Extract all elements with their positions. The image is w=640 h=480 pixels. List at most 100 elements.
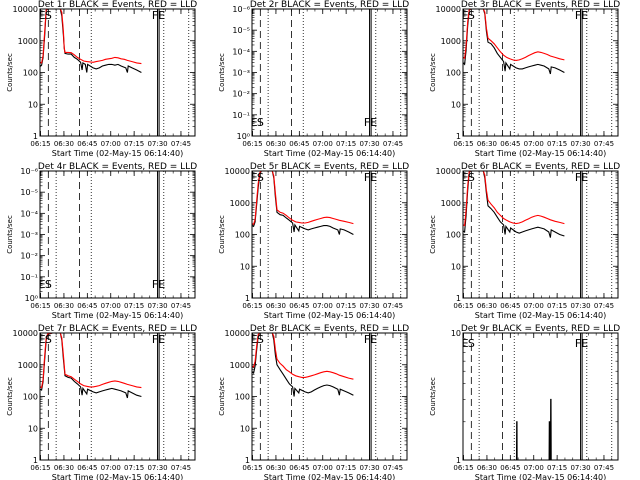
x-tick-label: 06:15 bbox=[453, 140, 473, 148]
x-tick-label: 06:15 bbox=[242, 302, 262, 310]
x-tick-label: 06:30 bbox=[54, 302, 74, 310]
chart-title: Det 8r BLACK = Events, RED = LLD bbox=[250, 324, 409, 334]
marker-label-s: S bbox=[468, 337, 475, 350]
y-tick-label: 1 bbox=[456, 456, 461, 465]
y-tick-label: 100 bbox=[235, 231, 250, 240]
marker-label-fe: FE bbox=[364, 333, 377, 346]
chart-title: Det 9r BLACK = Events, RED = LLD bbox=[461, 324, 620, 334]
x-tick-label: 07:00 bbox=[313, 464, 333, 472]
y-tick-label: 100 bbox=[23, 393, 38, 402]
marker-label-fe: FE bbox=[152, 333, 165, 346]
x-tick-label: 06:15 bbox=[30, 302, 50, 310]
x-tick-label: 06:30 bbox=[477, 464, 497, 472]
data-series-line bbox=[462, 170, 565, 227]
marker-label-e: E bbox=[39, 9, 46, 22]
marker-label-s: S bbox=[45, 333, 52, 346]
y-tick-label: 10⁻⁶ bbox=[232, 5, 250, 14]
x-tick-label: 07:00 bbox=[524, 464, 544, 472]
y-tick-label: 10⁻³ bbox=[232, 69, 250, 78]
y-tick-label: 10000 bbox=[13, 5, 38, 14]
x-tick-label: 06:45 bbox=[500, 302, 520, 310]
x-tick-label: 07:15 bbox=[124, 464, 144, 472]
plot-frame bbox=[251, 8, 408, 137]
data-series-line bbox=[462, 170, 565, 238]
y-tick-label: 1 bbox=[245, 456, 250, 465]
x-tick-label: 06:15 bbox=[30, 140, 50, 148]
x-tick-label: 07:30 bbox=[147, 140, 167, 148]
x-tick-label: 07:30 bbox=[359, 464, 379, 472]
y-tick-label: 10⁰ bbox=[25, 294, 38, 303]
x-tick-label: 07:45 bbox=[383, 464, 403, 472]
plot-frame bbox=[39, 170, 196, 299]
x-tick-label: 07:15 bbox=[547, 140, 567, 148]
x-tick-label: 07:30 bbox=[570, 140, 590, 148]
x-axis-label: Start Time (02-May-15 06:14:40) bbox=[52, 473, 183, 480]
chart-panel-4: Det 4r BLACK = Events, RED = LLD Counts/s… bbox=[6, 162, 197, 320]
chart-title: Det 3r BLACK = Events, RED = LLD bbox=[461, 0, 620, 10]
x-tick-label: 07:00 bbox=[524, 140, 544, 148]
x-tick-label: 07:30 bbox=[147, 464, 167, 472]
y-axis-label: Counts/sec bbox=[429, 377, 437, 416]
x-tick-label: 06:15 bbox=[453, 464, 473, 472]
y-tick-label: 10 bbox=[28, 424, 38, 433]
y-axis-label: Counts/sec bbox=[429, 215, 437, 254]
y-tick-label: 1000 bbox=[441, 37, 461, 46]
y-tick-label: 10⁻³ bbox=[20, 231, 38, 240]
y-tick-label: 1 bbox=[456, 132, 461, 141]
plot-frame bbox=[462, 8, 619, 137]
x-tick-label: 06:30 bbox=[477, 302, 497, 310]
marker-label-fe: FE bbox=[575, 337, 588, 350]
data-series-line bbox=[251, 332, 354, 397]
data-series-line bbox=[463, 398, 565, 461]
y-axis-label: Counts/sec bbox=[429, 53, 437, 92]
x-tick-label: 06:30 bbox=[54, 140, 74, 148]
x-tick-label: 07:15 bbox=[336, 464, 356, 472]
marker-label-fe: FE bbox=[364, 171, 377, 184]
y-tick-label: 100 bbox=[446, 231, 461, 240]
y-tick-label: 1000 bbox=[230, 361, 250, 370]
data-series-line bbox=[462, 8, 565, 75]
x-tick-label: 07:45 bbox=[594, 140, 614, 148]
x-tick-label: 06:15 bbox=[242, 464, 262, 472]
y-tick-label: 10 bbox=[451, 262, 461, 271]
x-axis-label: Start Time (02-May-15 06:14:40) bbox=[52, 311, 183, 320]
marker-label-e: E bbox=[251, 171, 258, 184]
marker-label-fe: FE bbox=[364, 116, 377, 129]
data-series-line bbox=[251, 170, 354, 226]
x-tick-label: 07:45 bbox=[171, 464, 191, 472]
y-tick-label: 10 bbox=[451, 100, 461, 109]
x-tick-label: 07:30 bbox=[570, 464, 590, 472]
chart-panel-7: Det 7r BLACK = Events, RED = LLD Counts/s… bbox=[6, 324, 197, 480]
y-tick-label: 10 bbox=[451, 329, 461, 338]
x-tick-label: 06:45 bbox=[289, 464, 309, 472]
x-axis-label: Start Time (02-May-15 06:14:40) bbox=[264, 311, 395, 320]
y-tick-label: 10 bbox=[240, 262, 250, 271]
x-tick-label: 06:45 bbox=[77, 464, 97, 472]
plot-frame bbox=[39, 8, 196, 137]
x-tick-label: 06:15 bbox=[453, 302, 473, 310]
x-tick-label: 06:15 bbox=[30, 464, 50, 472]
x-tick-label: 07:00 bbox=[101, 302, 121, 310]
y-tick-label: 10⁻¹ bbox=[20, 273, 38, 282]
x-tick-label: 07:15 bbox=[124, 140, 144, 148]
x-axis-label: Start Time (02-May-15 06:14:40) bbox=[264, 473, 395, 480]
x-tick-label: 07:00 bbox=[101, 464, 121, 472]
x-tick-label: 07:45 bbox=[383, 302, 403, 310]
marker-label-s: S bbox=[45, 9, 52, 22]
marker-label-s: S bbox=[468, 171, 475, 184]
y-axis-label: Counts/sec bbox=[218, 215, 226, 254]
y-axis-label: Counts/sec bbox=[218, 53, 226, 92]
x-tick-label: 06:45 bbox=[77, 302, 97, 310]
y-tick-label: 1 bbox=[33, 132, 38, 141]
y-tick-label: 1 bbox=[245, 294, 250, 303]
y-tick-label: 100 bbox=[23, 69, 38, 78]
chart-panel-6: Det 6r BLACK = Events, RED = LLD Counts/s… bbox=[429, 162, 620, 320]
x-tick-label: 07:15 bbox=[547, 464, 567, 472]
data-series-line bbox=[462, 8, 565, 61]
marker-label-s: S bbox=[257, 116, 264, 129]
x-axis-label: Start Time (02-May-15 06:14:40) bbox=[475, 149, 606, 158]
y-tick-label: 10000 bbox=[436, 5, 461, 14]
marker-label-fe: FE bbox=[575, 9, 588, 22]
y-tick-label: 10000 bbox=[225, 167, 250, 176]
x-axis-label: Start Time (02-May-15 06:14:40) bbox=[475, 311, 606, 320]
